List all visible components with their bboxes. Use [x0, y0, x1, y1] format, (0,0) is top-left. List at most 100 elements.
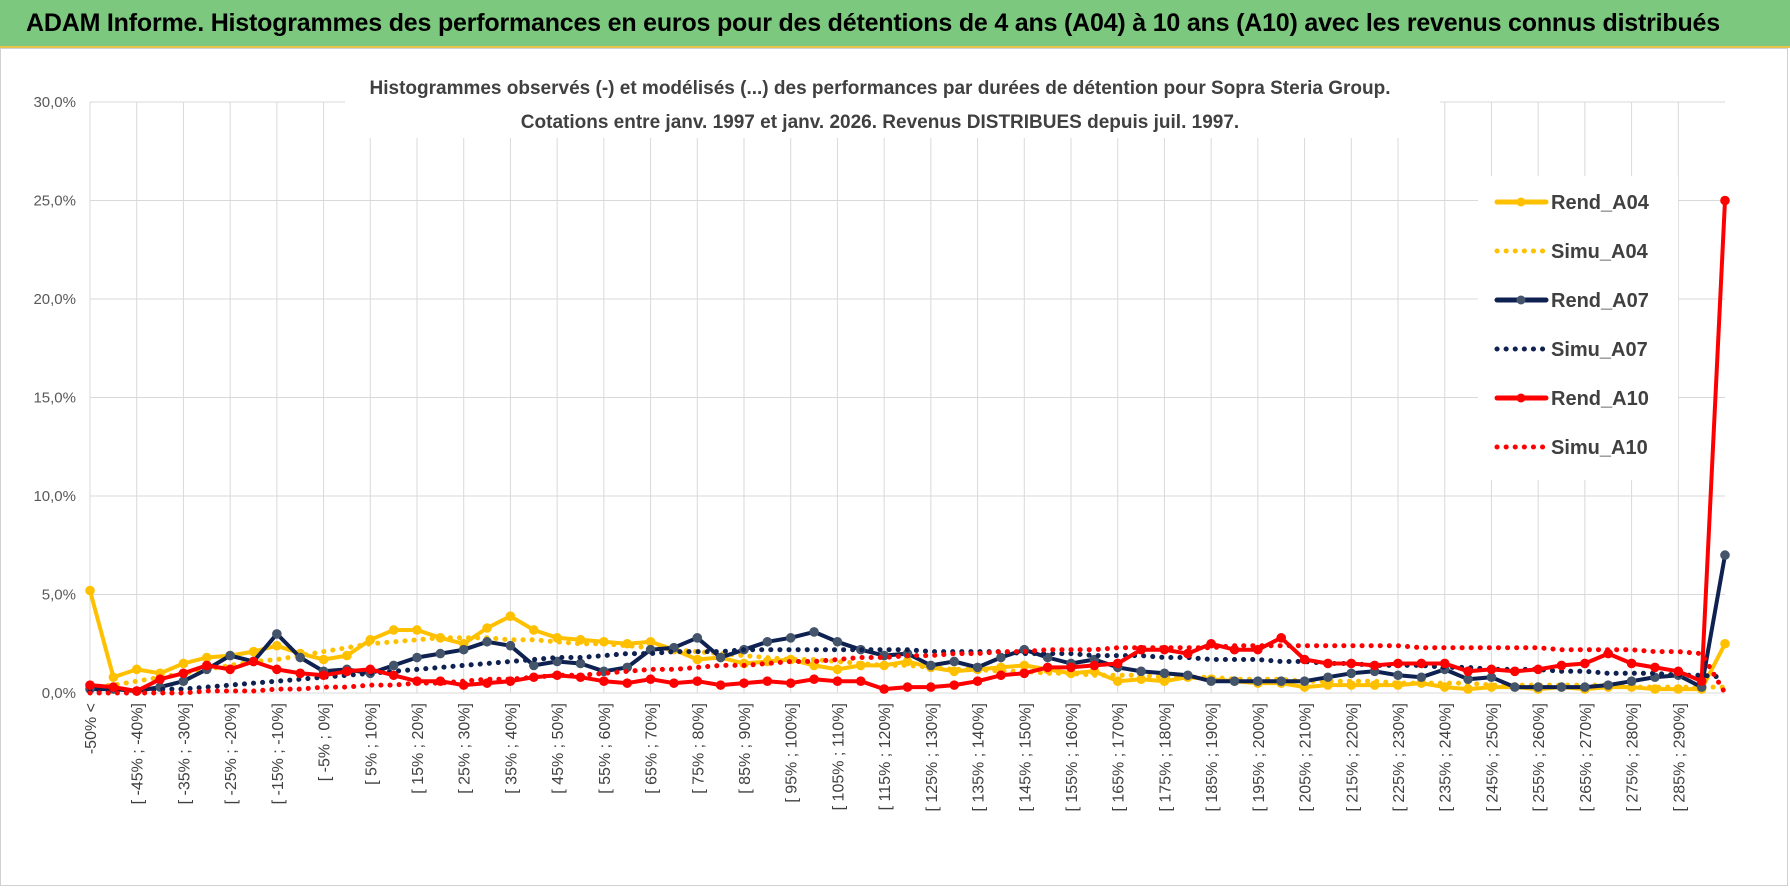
- data-point-Rend_A04: [1019, 660, 1030, 671]
- data-point-Rend_A10: [949, 680, 960, 690]
- data-point-Rend_A04: [388, 625, 399, 635]
- x-tick-label: [ 5% ; 10%]: [363, 703, 380, 785]
- y-tick-label: 5,0%: [42, 587, 76, 604]
- data-point-Rend_A10: [1509, 666, 1520, 677]
- x-tick-label: [ 35% ; 40%]: [503, 703, 520, 794]
- data-point-Rend_A04: [201, 652, 212, 663]
- x-tick-label: [ 25% ; 30%]: [457, 703, 474, 794]
- data-point-Rend_A07: [1603, 680, 1614, 690]
- data-point-Rend_A07: [715, 652, 726, 663]
- data-point-Rend_A10: [879, 684, 889, 694]
- data-point-Rend_A04: [482, 623, 492, 633]
- legend-label: Simu_A10: [1551, 437, 1648, 459]
- data-point-Rend_A07: [926, 660, 936, 671]
- data-point-Rend_A10: [1486, 664, 1497, 675]
- data-point-Rend_A07: [1182, 670, 1193, 681]
- y-tick-label: 0,0%: [42, 685, 76, 702]
- data-point-Rend_A10: [1112, 658, 1123, 669]
- data-point-Rend_A07: [435, 648, 446, 659]
- x-tick-label: [ 115% ; 120%]: [877, 703, 894, 810]
- x-tick-label: [ 125% ; 130%]: [924, 703, 941, 812]
- data-point-Rend_A10: [855, 676, 866, 686]
- legend: Rend_A04 Simu_A04 Rend_A07 Simu_A07 Rend_A10…: [1478, 176, 1678, 480]
- data-point-Rend_A10: [926, 682, 936, 692]
- data-point-Rend_A10: [1626, 658, 1637, 669]
- data-point-Rend_A07: [1720, 550, 1730, 560]
- x-tick-label: [ -15% ; -10%]: [270, 703, 287, 804]
- y-tick-label: 15,0%: [33, 390, 76, 407]
- x-tick-label: [ 245% ; 250%]: [1484, 703, 1501, 812]
- y-tick-label: 30,0%: [33, 94, 76, 111]
- data-point-Rend_A04: [248, 646, 259, 657]
- data-point-Rend_A07: [575, 658, 586, 669]
- data-point-Rend_A10: [85, 680, 95, 690]
- data-point-Rend_A10: [388, 670, 399, 681]
- data-point-Rend_A04: [85, 585, 95, 596]
- data-point-Rend_A07: [388, 660, 399, 671]
- x-tick-label: [ 75% ; 80%]: [690, 703, 707, 794]
- data-point-Rend_A07: [1206, 676, 1216, 686]
- data-point-Rend_A10: [1346, 658, 1357, 669]
- data-point-Rend_A07: [1533, 682, 1543, 692]
- data-point-Rend_A04: [131, 664, 142, 675]
- x-tick-label: [ 255% ; 260%]: [1531, 703, 1548, 812]
- x-tick-label: [ -25% ; -20%]: [223, 703, 240, 804]
- data-point-Rend_A10: [1416, 658, 1427, 669]
- data-point-Rend_A04: [342, 650, 352, 661]
- data-point-Rend_A10: [108, 682, 119, 692]
- data-point-Rend_A10: [832, 676, 843, 686]
- chart-title: Histogrammes observés (-) et modélisés (…: [370, 78, 1391, 99]
- data-point-Rend_A10: [1696, 676, 1707, 686]
- data-point-Rend_A07: [785, 633, 796, 643]
- data-point-Rend_A04: [178, 658, 189, 669]
- data-point-Rend_A10: [178, 668, 189, 679]
- data-point-Rend_A04: [412, 625, 422, 635]
- x-tick-label: [ -45% ; -40%]: [130, 703, 147, 804]
- data-point-Rend_A07: [832, 636, 843, 647]
- data-point-Rend_A10: [295, 668, 306, 679]
- data-point-Rend_A10: [318, 670, 329, 681]
- data-point-Rend_A10: [762, 676, 773, 686]
- data-point-Rend_A10: [902, 682, 913, 692]
- data-point-Rend_A10: [1533, 664, 1543, 675]
- data-point-Rend_A04: [1463, 684, 1473, 694]
- legend-item: Rend_A07: [1494, 290, 1649, 312]
- data-point-Rend_A07: [1416, 672, 1427, 683]
- data-point-Rend_A10: [155, 674, 165, 685]
- data-point-Rend_A04: [108, 672, 119, 683]
- data-point-Rend_A10: [785, 678, 796, 688]
- data-point-Rend_A10: [739, 678, 749, 688]
- data-point-Rend_A10: [1556, 660, 1567, 671]
- data-point-Rend_A07: [762, 636, 773, 647]
- data-point-Rend_A07: [482, 636, 492, 647]
- data-point-Rend_A07: [225, 650, 235, 661]
- data-point-Rend_A04: [1439, 682, 1450, 692]
- x-tick-label: [ 95% ; 100%]: [784, 703, 801, 803]
- data-point-Rend_A07: [1229, 676, 1240, 686]
- data-point-Rend_A10: [1393, 658, 1403, 669]
- x-tick-label: [ 165% ; 170%]: [1111, 703, 1128, 812]
- data-point-Rend_A04: [692, 654, 703, 665]
- data-point-Rend_A10: [1720, 195, 1730, 206]
- data-point-Rend_A07: [1346, 668, 1357, 679]
- data-point-Rend_A10: [669, 678, 679, 688]
- data-point-Rend_A07: [178, 676, 189, 686]
- legend-label: Simu_A07: [1551, 339, 1648, 361]
- data-point-Rend_A10: [1042, 662, 1053, 673]
- x-tick-label: [ 185% ; 190%]: [1204, 703, 1221, 812]
- data-point-Rend_A10: [1182, 648, 1193, 659]
- data-point-Rend_A10: [1253, 644, 1263, 655]
- x-tick-label: [ 105% ; 110%]: [830, 703, 847, 810]
- legend-item: Simu_A04: [1494, 241, 1649, 263]
- data-point-Rend_A10: [1066, 662, 1076, 673]
- legend-label: Simu_A04: [1551, 241, 1649, 263]
- legend-label: Rend_A10: [1551, 388, 1649, 410]
- data-point-Rend_A10: [272, 664, 282, 675]
- data-point-Rend_A10: [715, 680, 726, 690]
- legend-marker: [1516, 393, 1526, 403]
- data-point-Rend_A07: [528, 660, 539, 671]
- data-point-Rend_A07: [1276, 676, 1287, 686]
- x-tick-label: [ 135% ; 140%]: [971, 703, 988, 812]
- data-point-Rend_A10: [248, 656, 259, 667]
- data-point-Rend_A04: [505, 611, 516, 621]
